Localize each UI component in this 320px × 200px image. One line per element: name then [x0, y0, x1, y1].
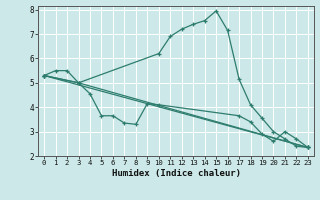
X-axis label: Humidex (Indice chaleur): Humidex (Indice chaleur) [111, 169, 241, 178]
